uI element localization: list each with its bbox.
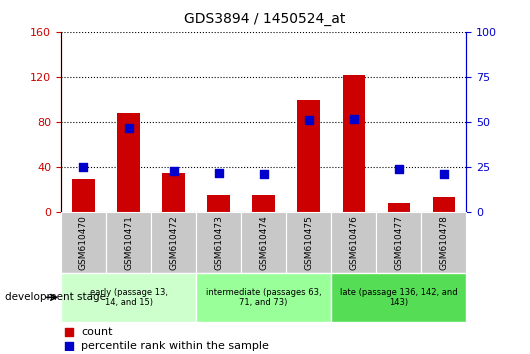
Point <box>65 343 73 348</box>
Point <box>259 172 268 177</box>
Bar <box>196 273 331 322</box>
Bar <box>387 203 410 212</box>
Text: development stage: development stage <box>5 292 107 302</box>
Bar <box>421 212 466 273</box>
Bar <box>342 75 365 212</box>
Text: GSM610477: GSM610477 <box>394 215 403 270</box>
Text: GSM610470: GSM610470 <box>79 215 88 270</box>
Point <box>214 170 223 176</box>
Text: GSM610476: GSM610476 <box>349 215 358 270</box>
Bar <box>61 273 196 322</box>
Bar <box>432 196 455 212</box>
Text: GDS3894 / 1450524_at: GDS3894 / 1450524_at <box>184 12 346 27</box>
Text: GSM610473: GSM610473 <box>214 215 223 270</box>
Bar <box>207 195 230 212</box>
Text: GSM610475: GSM610475 <box>304 215 313 270</box>
Bar <box>106 212 151 273</box>
Bar <box>72 178 95 212</box>
Bar <box>376 212 421 273</box>
Text: GSM610474: GSM610474 <box>259 215 268 270</box>
Point <box>350 116 358 121</box>
Point <box>304 118 313 123</box>
Text: intermediate (passages 63,
71, and 73): intermediate (passages 63, 71, and 73) <box>206 288 322 307</box>
Text: GSM610472: GSM610472 <box>169 215 178 270</box>
Text: count: count <box>81 327 113 337</box>
Bar <box>162 173 185 212</box>
Bar <box>196 212 241 273</box>
Bar <box>252 195 275 212</box>
Bar <box>241 212 286 273</box>
Bar <box>331 273 466 322</box>
Bar <box>286 212 331 273</box>
Text: GSM610478: GSM610478 <box>439 215 448 270</box>
Bar <box>117 113 140 212</box>
Point <box>65 329 73 335</box>
Bar <box>61 212 106 273</box>
Point <box>394 166 403 172</box>
Bar <box>331 212 376 273</box>
Text: percentile rank within the sample: percentile rank within the sample <box>81 341 269 350</box>
Point <box>440 172 448 177</box>
Text: late (passage 136, 142, and
143): late (passage 136, 142, and 143) <box>340 288 457 307</box>
Bar <box>151 212 196 273</box>
Point <box>124 125 132 130</box>
Bar <box>297 99 320 212</box>
Point <box>80 164 88 170</box>
Text: GSM610471: GSM610471 <box>124 215 133 270</box>
Text: early (passage 13,
14, and 15): early (passage 13, 14, and 15) <box>90 288 167 307</box>
Point <box>169 168 178 174</box>
